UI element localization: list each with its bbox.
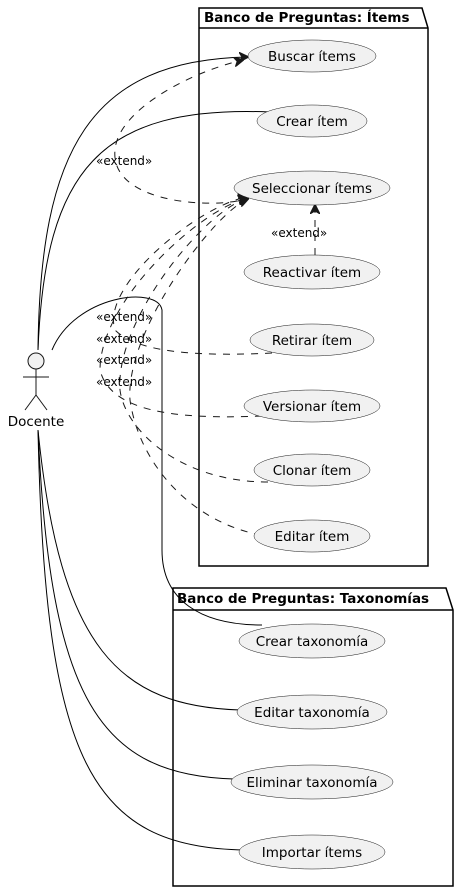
- extend-label: «extend»: [96, 375, 152, 389]
- use-case-clonar-item[interactable]: Clonar ítem: [253, 453, 371, 487]
- use-case-label: Crear ítem: [276, 114, 348, 130]
- assoc-eliminar-taxonomia: [37, 429, 235, 780]
- extend-label: «extend»: [96, 310, 152, 324]
- use-case-label: Reactivar ítem: [263, 265, 361, 281]
- use-case-label: Editar taxonomía: [254, 705, 370, 721]
- use-case-label: Seleccionar ítems: [252, 181, 372, 197]
- use-case-retirar-item[interactable]: Retirar ítem: [249, 323, 375, 357]
- use-case-crear-item[interactable]: Crear ítem: [256, 104, 368, 138]
- use-case-label: Eliminar taxonomía: [247, 775, 378, 791]
- extend-relations: [99, 60, 315, 538]
- use-case-label: Editar ítem: [275, 529, 350, 545]
- extend-label: «extend»: [271, 226, 327, 240]
- use-case-eliminar-taxonomia[interactable]: Eliminar taxonomía: [230, 764, 394, 800]
- actor-docente[interactable]: Docente: [8, 352, 65, 430]
- use-case-editar-item[interactable]: Editar ítem: [253, 519, 371, 553]
- package-taxonomias: Banco de Preguntas: Taxonomías: [172, 587, 454, 887]
- use-case-label: Crear taxonomía: [256, 634, 369, 650]
- extend-label: «extend»: [96, 154, 152, 168]
- extend-labels: «extend» «extend» «extend» «extend» «ext…: [96, 154, 327, 389]
- use-case-buscar-items[interactable]: Buscar ítems: [247, 39, 377, 73]
- use-case-importar-items[interactable]: Importar ítems: [238, 834, 386, 870]
- use-case-label: Versionar ítem: [263, 399, 361, 415]
- use-case-versionar-item[interactable]: Versionar ítem: [243, 389, 381, 423]
- use-case-label: Clonar ítem: [273, 463, 352, 479]
- assoc-crear-item: [37, 110, 271, 351]
- package-title-items: Banco de Preguntas: Ítems: [204, 9, 410, 26]
- assoc-buscar-items: [37, 57, 248, 351]
- use-case-editar-taxonomia[interactable]: Editar taxonomía: [236, 694, 388, 730]
- extend-label: «extend»: [96, 332, 152, 346]
- assoc-editar-taxonomia: [37, 429, 241, 711]
- extend-editar-seleccionar: [129, 199, 276, 538]
- assoc-importar-items: [37, 429, 247, 851]
- use-case-seleccionar-items[interactable]: Seleccionar ítems: [233, 170, 391, 206]
- package-title-taxonomias: Banco de Preguntas: Taxonomías: [177, 591, 429, 607]
- use-case-reactivar-item[interactable]: Reactivar ítem: [243, 254, 381, 290]
- associations: [37, 57, 271, 851]
- assoc-crear-taxonomia: [51, 296, 263, 626]
- use-case-crear-taxonomia[interactable]: Crear taxonomía: [238, 623, 386, 659]
- extend-seleccionar-buscar: [114, 60, 243, 204]
- use-case-label: Retirar ítem: [272, 333, 352, 349]
- use-case-label: Importar ítems: [262, 845, 362, 861]
- extend-label: «extend»: [96, 353, 152, 367]
- use-case-label: Buscar ítems: [268, 49, 356, 65]
- actor-stick-figure-icon: [23, 352, 49, 411]
- extend-retirar-seleccionar: [112, 197, 273, 355]
- extend-clonar-seleccionar: [119, 198, 269, 483]
- actor-label: Docente: [8, 414, 65, 430]
